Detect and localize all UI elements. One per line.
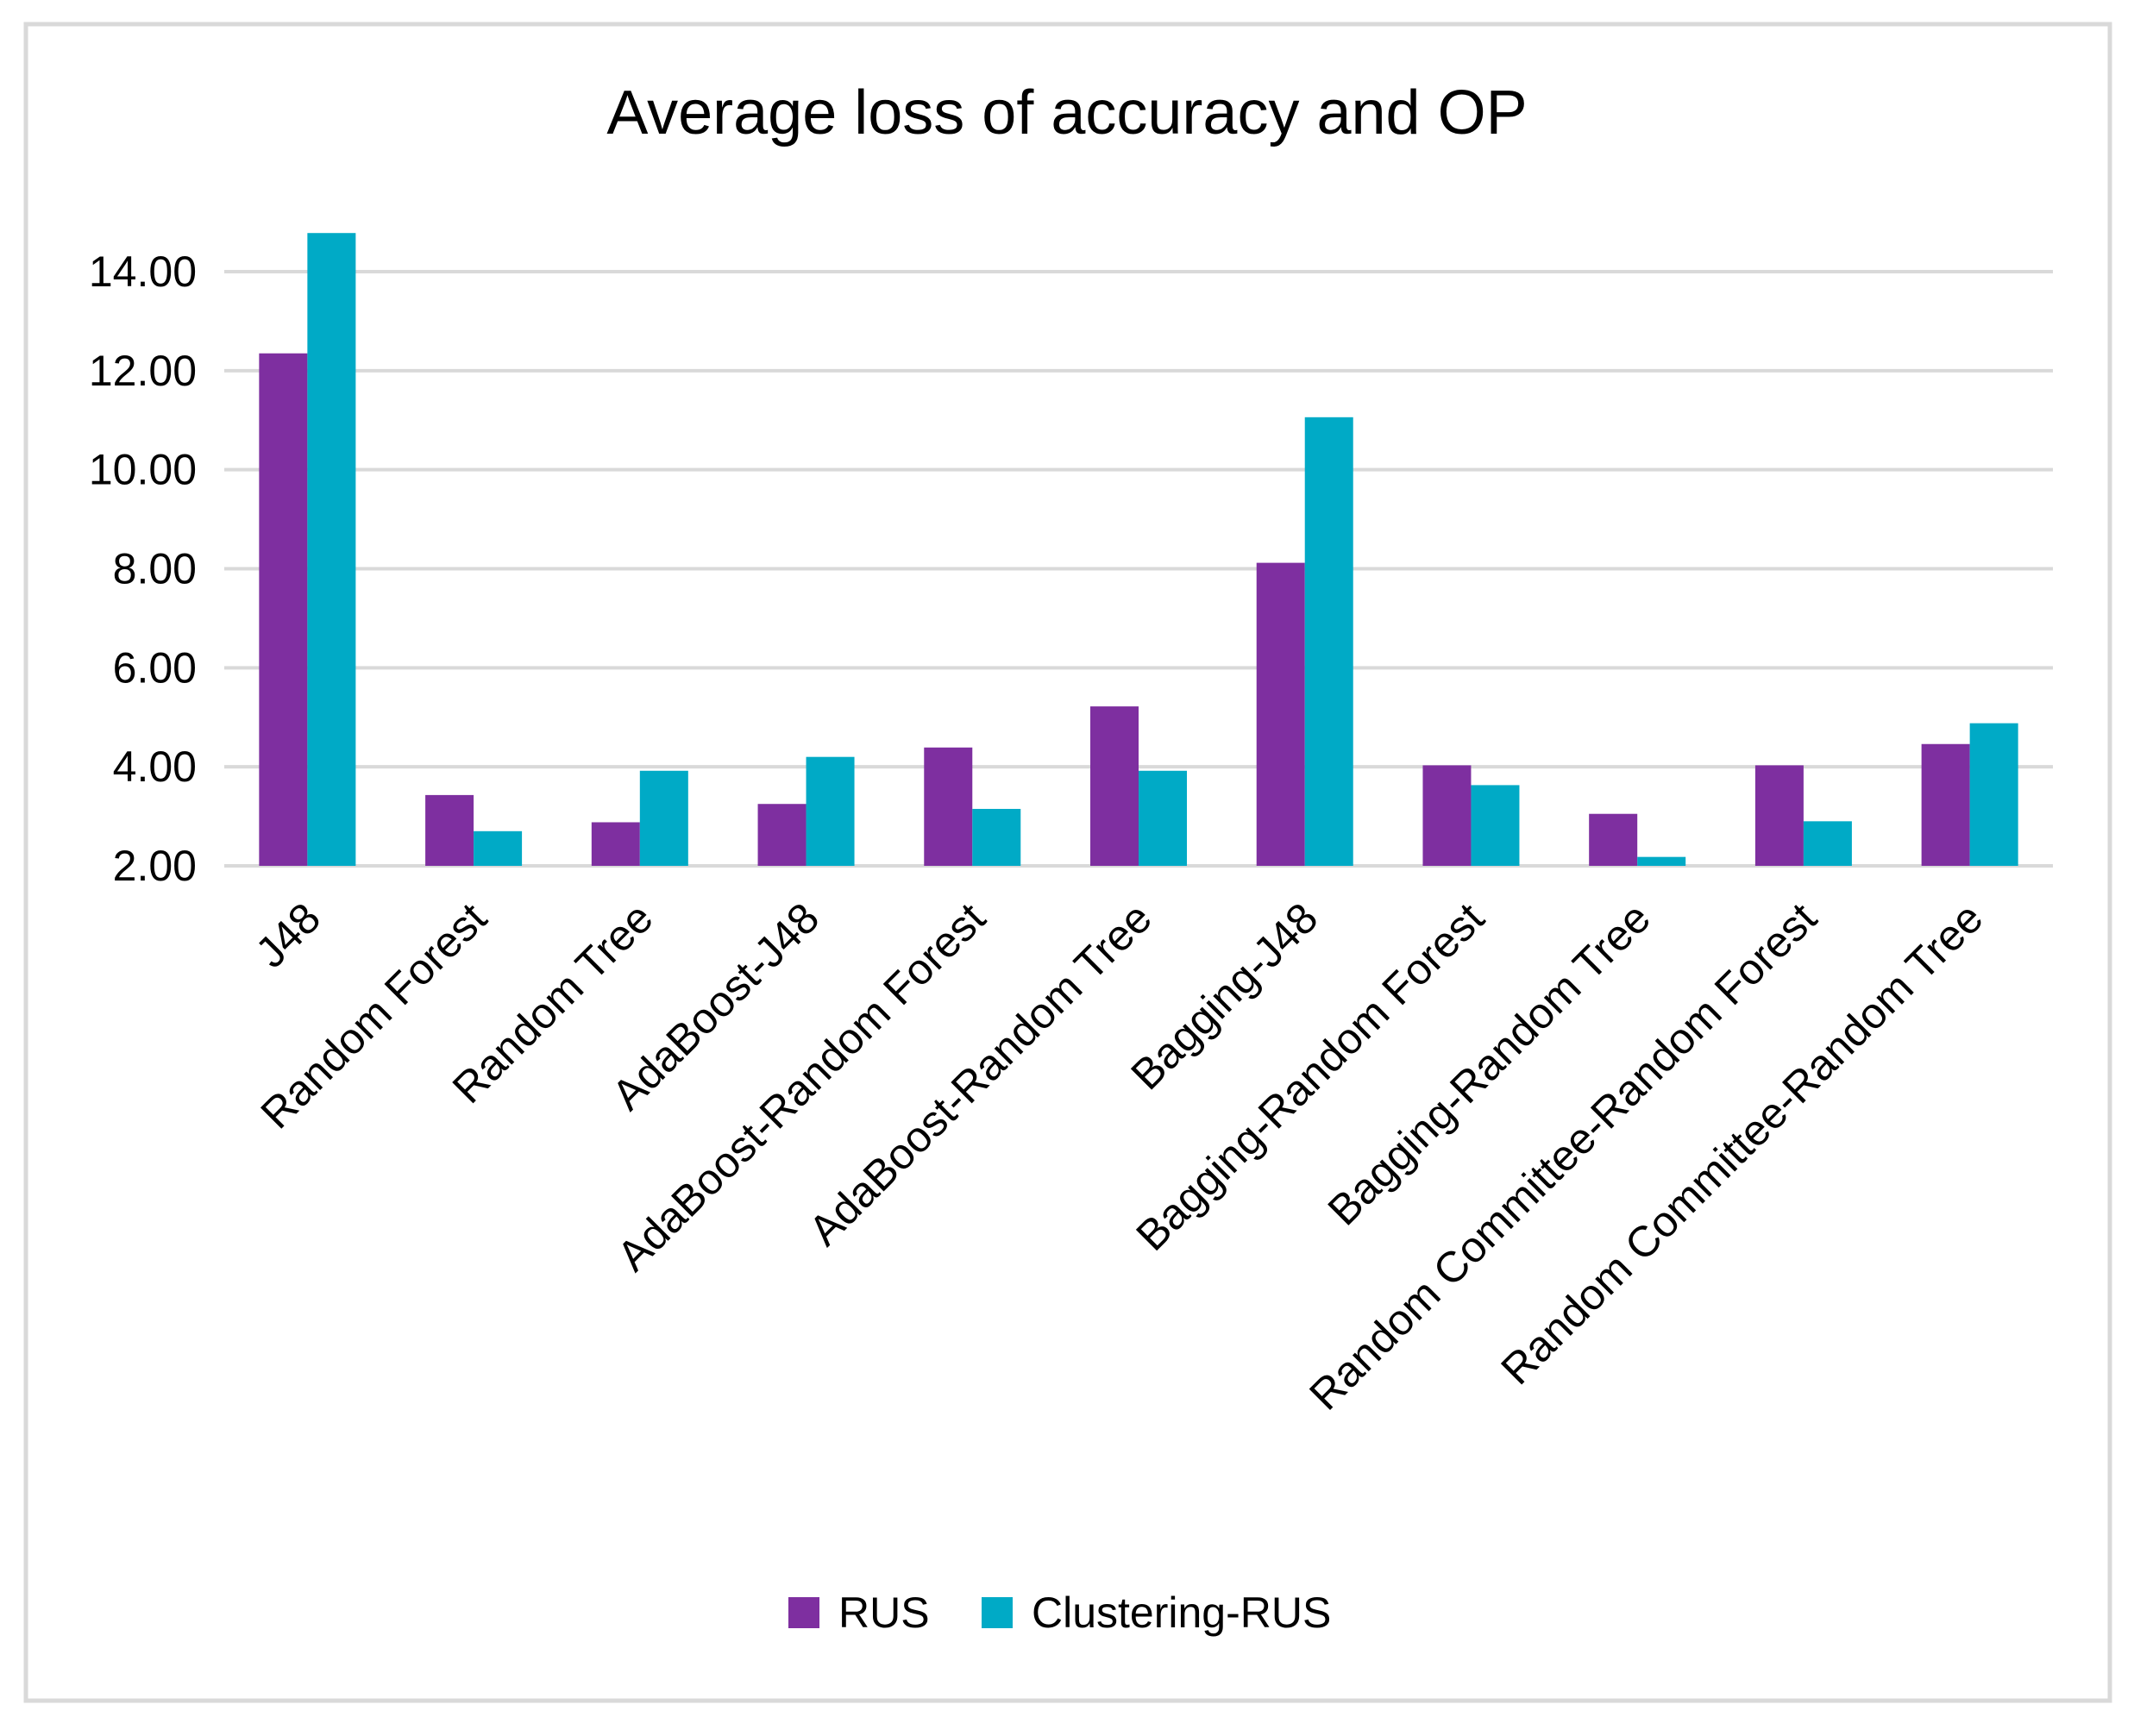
y-tick-label: 6.00 [113, 643, 197, 692]
bar-rus [1589, 813, 1638, 866]
bar-rus [425, 794, 474, 866]
legend-label: RUS [838, 1589, 930, 1637]
y-tick-label: 4.00 [113, 743, 197, 791]
y-tick-label: 8.00 [113, 545, 197, 593]
legend: RUS Clustering-RUS [788, 1589, 1331, 1637]
bar-clustering-rus [307, 233, 356, 867]
legend-swatch-rus [788, 1597, 819, 1628]
bar-clustering-rus [1139, 770, 1187, 866]
bars [259, 233, 2018, 867]
y-axis-ticks: 2.00 4.00 6.00 8.00 10.00 12.00 14.00 [89, 248, 197, 890]
bar-rus [757, 804, 807, 866]
bar-clustering-rus [474, 830, 523, 866]
bar-rus [1754, 765, 1804, 866]
legend-swatch-clustering-rus [982, 1597, 1013, 1628]
bar-clustering-rus [972, 808, 1021, 866]
bar-clustering-rus [1803, 821, 1852, 866]
bar-rus [1090, 706, 1139, 866]
bar-clustering-rus [1969, 723, 2018, 866]
y-tick-label: 14.00 [89, 248, 197, 296]
bar-rus [1256, 562, 1305, 866]
bar-clustering-rus [1637, 856, 1686, 866]
y-tick-label: 10.00 [89, 446, 197, 494]
bar-clustering-rus [1304, 417, 1353, 866]
chart-title: Average loss of accuracy and OP [606, 78, 1527, 147]
bar-rus [591, 822, 640, 866]
bar-rus [1422, 765, 1472, 866]
bar-rus [924, 747, 973, 866]
legend-label: Clustering-RUS [1032, 1589, 1331, 1637]
y-tick-label: 2.00 [113, 842, 197, 890]
y-tick-label: 12.00 [89, 347, 197, 395]
gridlines [224, 270, 2053, 868]
bar-rus [1921, 743, 1970, 866]
bar-clustering-rus [1471, 785, 1520, 866]
bar-clustering-rus [639, 770, 688, 866]
bar-rus [259, 353, 308, 866]
bar-clustering-rus [806, 756, 855, 866]
